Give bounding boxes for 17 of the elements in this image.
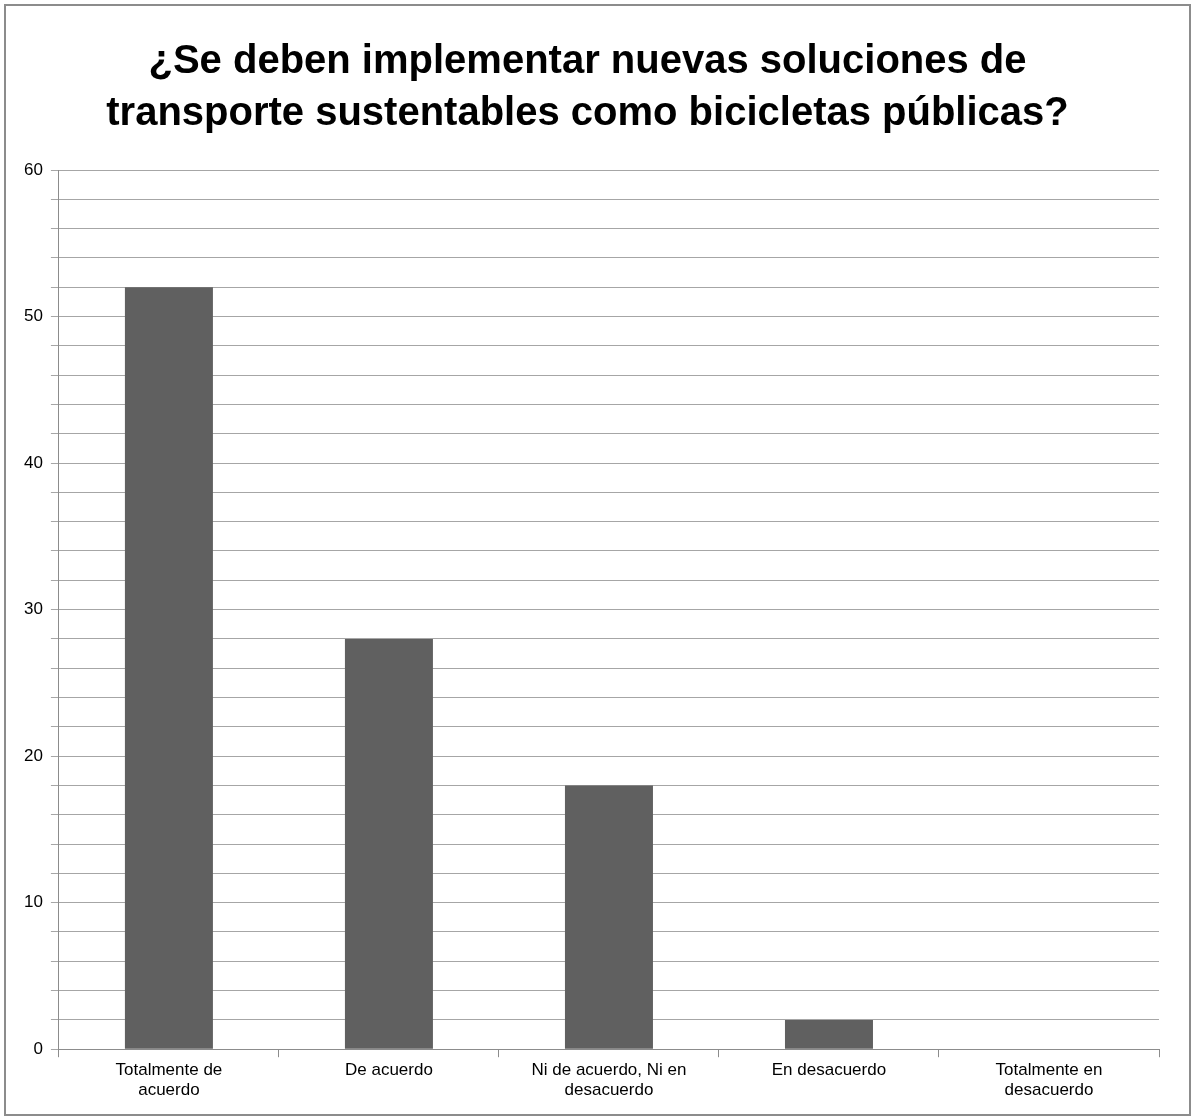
y-tick-label: 60 — [23, 159, 43, 179]
x-tick-label: Ni de acuerdo, Ni en desacuerdo — [531, 1060, 687, 1100]
y-tick-label: 10 — [23, 892, 43, 912]
y-tick-label: 0 — [33, 1038, 43, 1058]
y-tick-label: 40 — [23, 452, 43, 472]
y-tick-label: 50 — [23, 306, 43, 326]
bar — [564, 785, 653, 1049]
x-tick-label: Totalmente de acuerdo — [115, 1060, 223, 1100]
x-tick-label: En desacuerdo — [771, 1060, 887, 1080]
bar — [784, 1019, 873, 1049]
bar — [124, 287, 213, 1049]
y-tick-label: 20 — [23, 745, 43, 765]
chart-title: ¿Se deben implementar nuevas soluciones de transporte sustentables como bicicletas públicas? — [106, 37, 1069, 134]
y-tick-label: 30 — [23, 599, 43, 619]
bar — [344, 638, 433, 1049]
x-tick-label: De acuerdo — [344, 1060, 433, 1080]
x-tick-label: Totalmente en desacuerdo — [995, 1060, 1103, 1100]
